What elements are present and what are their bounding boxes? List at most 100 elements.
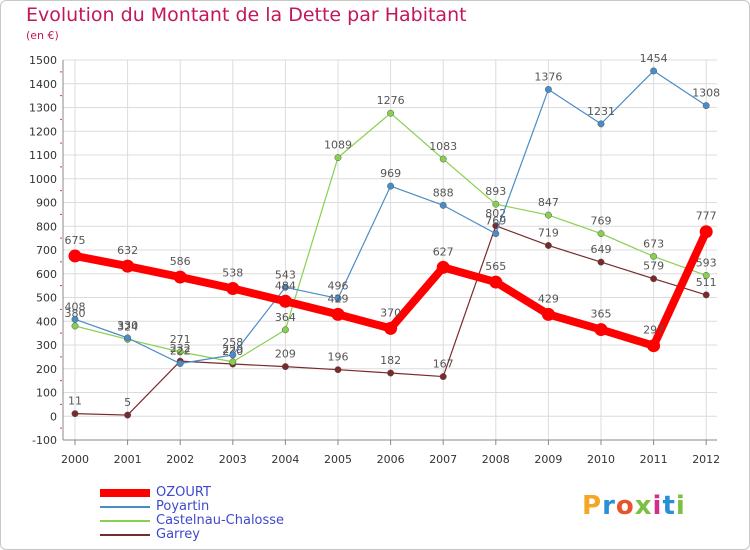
data-label: 511 <box>696 276 717 289</box>
data-point <box>544 211 552 219</box>
y-tick-label: 1500 <box>29 54 57 67</box>
y-tick-label: 1100 <box>29 149 57 162</box>
data-label: 484 <box>275 279 296 292</box>
y-tick-label: 1400 <box>29 78 57 91</box>
legend-swatch <box>100 506 150 508</box>
data-point <box>176 348 184 356</box>
data-label: 297 <box>643 324 664 337</box>
data-label: 769 <box>485 215 506 228</box>
data-label: 627 <box>433 245 454 258</box>
data-point <box>281 283 289 291</box>
logo-letter: o <box>615 491 635 521</box>
y-tick-label: 400 <box>36 315 57 328</box>
y-tick-label: 700 <box>36 244 57 257</box>
data-label: 258 <box>222 336 243 349</box>
data-point <box>650 252 658 260</box>
data-label: 586 <box>170 255 191 268</box>
data-point <box>439 373 447 381</box>
data-point <box>489 275 503 289</box>
proxiti-logo: Proxiti <box>582 491 686 521</box>
x-tick-label: 2009 <box>534 453 562 466</box>
y-tick-label: 0 <box>50 410 57 423</box>
data-label: 538 <box>222 266 243 279</box>
data-label: 167 <box>433 358 454 371</box>
data-label: 543 <box>275 268 296 281</box>
y-tick-label: 500 <box>36 292 57 305</box>
data-point <box>594 323 608 337</box>
x-tick-label: 2002 <box>166 453 194 466</box>
data-label: 271 <box>170 333 191 346</box>
x-tick-label: 2006 <box>377 453 405 466</box>
data-point <box>647 339 661 353</box>
data-point <box>544 242 552 249</box>
data-label: 182 <box>380 354 401 367</box>
data-point <box>281 326 289 334</box>
data-point <box>597 120 605 128</box>
data-label: 1089 <box>324 139 352 152</box>
legend-swatch <box>100 534 150 536</box>
data-label: 802 <box>485 207 506 220</box>
data-label: 969 <box>380 167 401 180</box>
data-label: 1376 <box>534 70 562 83</box>
data-point <box>387 182 395 190</box>
data-label: 330 <box>117 319 138 332</box>
data-label: 380 <box>65 307 86 320</box>
data-label: 370 <box>380 306 401 319</box>
data-label: 1276 <box>377 94 405 107</box>
logo-letter: i <box>652 491 663 521</box>
y-tick-label: 600 <box>36 268 57 281</box>
y-tick-label: 800 <box>36 220 57 233</box>
data-label: 429 <box>538 292 559 305</box>
data-label: 593 <box>696 256 717 269</box>
data-point <box>436 260 450 274</box>
logo-letter: x <box>634 491 653 521</box>
data-label: 719 <box>538 226 559 239</box>
y-tick-label: 1300 <box>29 102 57 115</box>
data-label: 429 <box>328 292 349 305</box>
x-tick-label: 2003 <box>219 453 247 466</box>
data-point <box>124 334 132 342</box>
data-point <box>173 270 187 284</box>
legend-label: Garrey <box>156 527 200 542</box>
data-label: 222 <box>170 345 191 358</box>
data-point <box>702 291 710 299</box>
data-point <box>71 410 79 418</box>
legend-label: Castelnau-Chalosse <box>156 513 285 528</box>
y-tick-label: 1200 <box>29 125 57 138</box>
logo-letter: t <box>662 491 676 521</box>
x-tick-label: 2012 <box>692 453 720 466</box>
y-tick-label: -100 <box>32 434 57 447</box>
data-label: 1308 <box>692 87 720 100</box>
legend-label: OZOURT <box>156 485 211 500</box>
data-point <box>597 258 605 266</box>
chart-title: Evolution du Montant de la Dette par Hab… <box>26 4 467 26</box>
logo-letter: P <box>582 491 603 521</box>
x-tick-label: 2010 <box>587 453 615 466</box>
data-point <box>439 155 447 163</box>
y-tick-label: 1000 <box>29 173 57 186</box>
logo-letter: r <box>602 491 616 521</box>
data-label: 209 <box>275 348 296 361</box>
data-label: 565 <box>485 260 506 273</box>
data-label: 324 <box>117 320 138 333</box>
data-label: 673 <box>643 237 664 250</box>
data-point <box>699 225 713 239</box>
data-point <box>387 369 395 377</box>
unit-label: (en €) <box>26 29 59 42</box>
data-point <box>702 271 710 279</box>
y-tick-label: 200 <box>36 363 57 376</box>
data-point <box>439 201 447 209</box>
data-label: 365 <box>591 308 612 321</box>
data-point <box>597 230 605 238</box>
y-tick-label: 100 <box>36 387 57 400</box>
data-label: 649 <box>591 243 612 256</box>
legend-swatch <box>100 520 150 522</box>
data-label: 11 <box>68 395 82 408</box>
data-label: 364 <box>275 311 296 324</box>
x-tick-label: 2004 <box>271 453 299 466</box>
legend-swatch <box>100 489 150 497</box>
y-tick-label: 900 <box>36 197 57 210</box>
y-tick-label: 300 <box>36 339 57 352</box>
data-point <box>71 315 79 323</box>
data-label: 675 <box>65 234 86 247</box>
